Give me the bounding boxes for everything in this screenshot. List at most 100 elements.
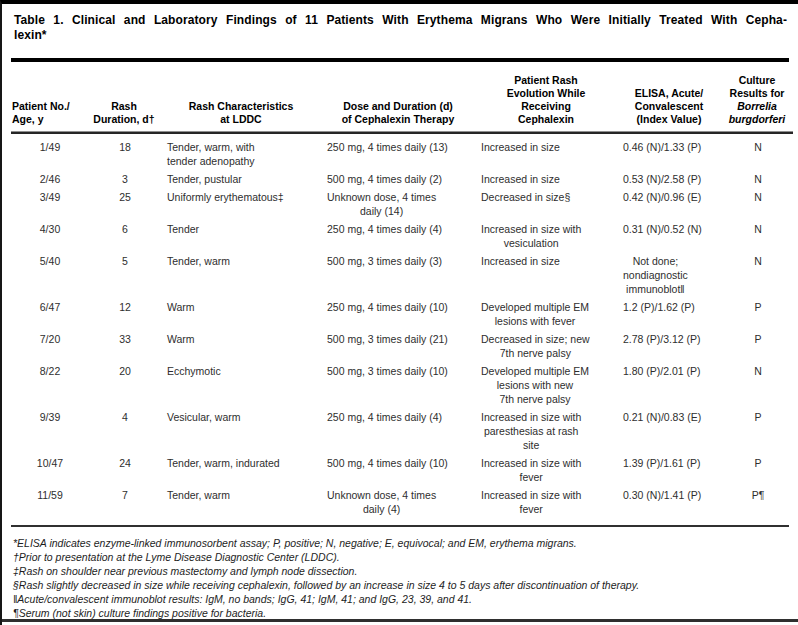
cell-duration: 18 [87, 132, 161, 170]
cell-dose: 500 mg, 3 times daily (21) [321, 330, 475, 362]
cell-dose: 500 mg, 3 times daily (3) [321, 252, 475, 298]
footnote-parallel: ‖Acute/convalescent immunoblot results: … [13, 592, 787, 606]
cell-characteristics: Tender, pustular [161, 170, 321, 188]
cell-culture: N [721, 132, 793, 170]
cell-characteristics: Tender, warm [161, 252, 321, 298]
cell-patient: 8/22 [11, 362, 87, 408]
table-body: 1/49 18 Tender, warm, with tender adenop… [11, 132, 793, 518]
cell-characteristics: Vesicular, warm [161, 408, 321, 454]
cell-evolution: Decreased in size§ [475, 188, 617, 220]
footnote-dagger: †Prior to presentation at the Lyme Disea… [13, 550, 787, 564]
cell-patient: 6/47 [11, 298, 87, 330]
table-header-row: Patient No./ Age, y Rash Duration, d† Ra… [11, 62, 793, 132]
cell-characteristics: Ecchymotic [161, 362, 321, 408]
table-title-line2: lexin* [14, 28, 787, 43]
table-row: 7/20 33 Warm 500 mg, 3 times daily (21) … [11, 330, 793, 362]
cell-evolution: Developed multiple EM lesions with new 7… [475, 362, 617, 408]
cell-characteristics: Uniformly erythematous‡ [161, 188, 321, 220]
cell-elisa: 1.39 (P)/1.61 (P) [617, 454, 721, 486]
table-row: 3/49 25 Uniformly erythematous‡ Unknown … [11, 188, 793, 220]
cell-duration: 12 [87, 298, 161, 330]
table-content: Table 1. Clinical and Laboratory Finding… [2, 4, 798, 620]
table-row: 5/40 5 Tender, warm 500 mg, 3 times dail… [11, 252, 793, 298]
cell-evolution: Increased in size [475, 252, 617, 298]
cell-elisa: 0.42 (N)/0.96 (E) [617, 188, 721, 220]
footnote-section: §Rash slightly decreased in size while r… [13, 578, 787, 592]
footnote-pilcrow: ¶Serum (not skin) culture findings posit… [13, 606, 787, 620]
cell-elisa: Not done; nondiagnostic immunoblot‖ [617, 252, 721, 298]
cell-culture: N [721, 252, 793, 298]
cell-duration: 4 [87, 408, 161, 454]
cell-culture: P [721, 408, 793, 454]
clinical-findings-table: Patient No./ Age, y Rash Duration, d† Ra… [11, 62, 793, 518]
cell-patient: 2/46 [11, 170, 87, 188]
cell-culture: N [721, 362, 793, 408]
header-dose-duration: Dose and Duration (d) of Cephalexin Ther… [321, 62, 475, 132]
cell-characteristics: Tender, warm, with tender adenopathy [161, 132, 321, 170]
cell-duration: 33 [87, 330, 161, 362]
cell-evolution: Increased in size with fever [475, 454, 617, 486]
cell-duration: 24 [87, 454, 161, 486]
cell-dose: 500 mg, 4 times daily (10) [321, 454, 475, 486]
cell-elisa: 0.30 (N)/1.41 (P) [617, 486, 721, 518]
table-row: 10/47 24 Tender, warm, indurated 500 mg,… [11, 454, 793, 486]
cell-culture: P [721, 454, 793, 486]
cell-patient: 11/59 [11, 486, 87, 518]
cell-dose: 250 mg, 4 times daily (4) [321, 220, 475, 252]
cell-culture: P [721, 298, 793, 330]
table-row: 6/47 12 Warm 250 mg, 4 times daily (10) … [11, 298, 793, 330]
table-row: 8/22 20 Ecchymotic 500 mg, 3 times daily… [11, 362, 793, 408]
cell-patient: 3/49 [11, 188, 87, 220]
cell-characteristics: Warm [161, 330, 321, 362]
cell-patient: 7/20 [11, 330, 87, 362]
table-title-line1: Table 1. Clinical and Laboratory Finding… [14, 13, 787, 28]
header-culture-results: Culture Results forBorrelia burgdorferi [721, 62, 793, 132]
cell-culture: N [721, 170, 793, 188]
footnote-asterisk: *ELISA indicates enzyme-linked immunosor… [13, 536, 787, 550]
cell-patient: 5/40 [11, 252, 87, 298]
cell-patient: 10/47 [11, 454, 87, 486]
cell-elisa: 0.21 (N)/0.83 (E) [617, 408, 721, 454]
cell-characteristics: Tender, warm [161, 486, 321, 518]
cell-dose: 250 mg, 4 times daily (13) [321, 132, 475, 170]
cell-elisa: 2.78 (P)/3.12 (P) [617, 330, 721, 362]
cell-evolution: Increased in size with fever [475, 486, 617, 518]
header-elisa: ELISA, Acute/ Convalescent (Index Value) [617, 62, 721, 132]
cell-dose: 500 mg, 4 times daily (2) [321, 170, 475, 188]
cell-duration: 5 [87, 252, 161, 298]
cell-elisa: 0.31 (N)/0.52 (N) [617, 220, 721, 252]
footnotes-block: *ELISA indicates enzyme-linked immunosor… [11, 527, 789, 620]
cell-dose: 250 mg, 4 times daily (10) [321, 298, 475, 330]
cell-characteristics: Warm [161, 298, 321, 330]
header-rash-evolution: Patient Rash Evolution While Receiving C… [475, 62, 617, 132]
cell-duration: 7 [87, 486, 161, 518]
header-rash-characteristics: Rash Characteristics at LDDC [161, 62, 321, 132]
table-row: 9/39 4 Vesicular, warm 250 mg, 4 times d… [11, 408, 793, 454]
cell-evolution: Decreased in size; new 7th nerve palsy [475, 330, 617, 362]
table-row: 1/49 18 Tender, warm, with tender adenop… [11, 132, 793, 170]
cell-dose: Unknown dose, 4 times daily (14) [321, 188, 475, 220]
cell-duration: 25 [87, 188, 161, 220]
cell-duration: 20 [87, 362, 161, 408]
cell-elisa: 0.53 (N)/2.58 (P) [617, 170, 721, 188]
table-row: 11/59 7 Tender, warm Unknown dose, 4 tim… [11, 486, 793, 518]
cell-evolution: Increased in size [475, 132, 617, 170]
cell-dose: 500 mg, 3 times daily (10) [321, 362, 475, 408]
cell-evolution: Increased in size with paresthesias at r… [475, 408, 617, 454]
cell-culture: N [721, 188, 793, 220]
cell-patient: 9/39 [11, 408, 87, 454]
header-rash-duration: Rash Duration, d† [87, 62, 161, 132]
table-row: 2/46 3 Tender, pustular 500 mg, 4 times … [11, 170, 793, 188]
table-row: 4/30 6 Tender 250 mg, 4 times daily (4) … [11, 220, 793, 252]
table-figure-panel: Table 1. Clinical and Laboratory Finding… [0, 0, 798, 625]
cell-elisa: 1.80 (P)/2.01 (P) [617, 362, 721, 408]
cell-culture: P [721, 330, 793, 362]
cell-dose: Unknown dose, 4 times daily (4) [321, 486, 475, 518]
header-culture-species: Borrelia burgdorferi [724, 100, 790, 126]
cell-culture: N [721, 220, 793, 252]
cell-evolution: Developed multiple EM lesions with fever [475, 298, 617, 330]
bottom-frame-rule [2, 619, 798, 622]
cell-evolution: Increased in size with vesiculation [475, 220, 617, 252]
cell-dose: 250 mg, 4 times daily (4) [321, 408, 475, 454]
cell-duration: 6 [87, 220, 161, 252]
